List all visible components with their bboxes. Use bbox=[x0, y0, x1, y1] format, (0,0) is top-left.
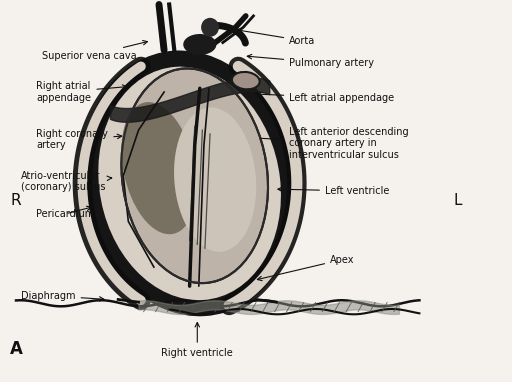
Text: L: L bbox=[454, 193, 462, 208]
Text: Apex: Apex bbox=[258, 254, 354, 281]
Text: Pericardium: Pericardium bbox=[36, 206, 95, 219]
Text: Left ventricle: Left ventricle bbox=[278, 186, 389, 196]
Text: Pulmonary artery: Pulmonary artery bbox=[247, 54, 374, 68]
Text: R: R bbox=[11, 193, 22, 208]
Text: Superior vena cava: Superior vena cava bbox=[41, 40, 147, 61]
Text: Right atrial
appendage: Right atrial appendage bbox=[36, 81, 127, 103]
Text: Left atrial appendage: Left atrial appendage bbox=[258, 92, 394, 103]
Ellipse shape bbox=[82, 50, 297, 316]
Text: Left anterior descending
coronary artery in
interventricular sulcus: Left anterior descending coronary artery… bbox=[255, 127, 409, 160]
Ellipse shape bbox=[121, 102, 197, 234]
Text: A: A bbox=[10, 340, 23, 358]
Text: Aorta: Aorta bbox=[237, 28, 315, 46]
Text: Atrio-ventricular
(coronary) sulcus: Atrio-ventricular (coronary) sulcus bbox=[21, 171, 112, 192]
Ellipse shape bbox=[201, 18, 219, 37]
Text: Right coronary
artery: Right coronary artery bbox=[36, 129, 122, 151]
Ellipse shape bbox=[121, 68, 268, 283]
Ellipse shape bbox=[98, 66, 281, 300]
Ellipse shape bbox=[183, 34, 217, 55]
Text: Right ventricle: Right ventricle bbox=[161, 322, 233, 358]
Ellipse shape bbox=[174, 107, 257, 252]
Ellipse shape bbox=[232, 72, 260, 89]
Text: Diaphragm: Diaphragm bbox=[21, 291, 104, 301]
